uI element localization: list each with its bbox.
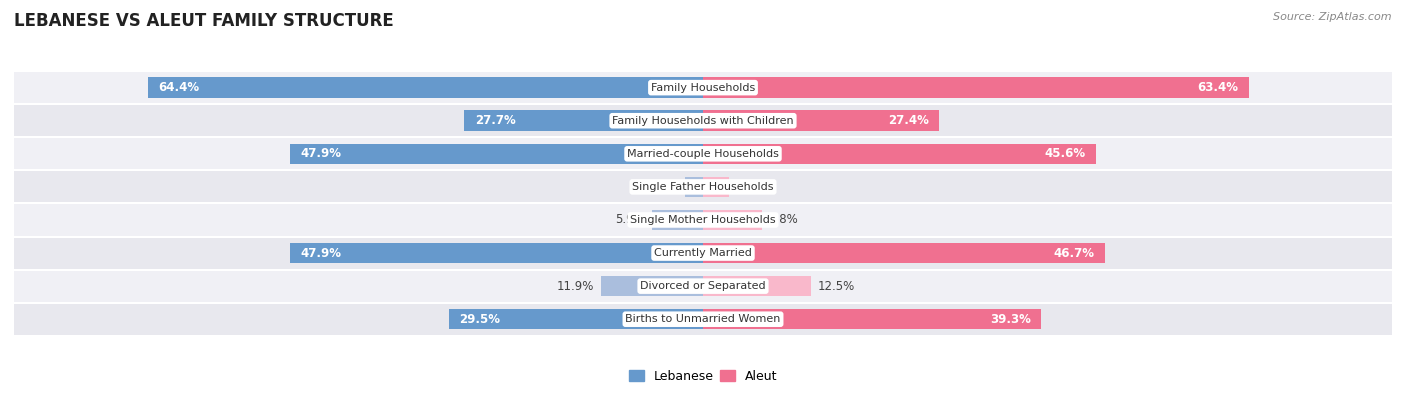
Bar — [685, 177, 703, 197]
Bar — [703, 243, 1105, 263]
Bar — [14, 269, 1392, 303]
Bar — [703, 77, 1249, 98]
Bar — [703, 276, 811, 296]
Bar — [14, 170, 1392, 203]
Text: 64.4%: 64.4% — [159, 81, 200, 94]
Text: Births to Unmarried Women: Births to Unmarried Women — [626, 314, 780, 324]
Bar — [14, 203, 1392, 237]
Text: Family Households with Children: Family Households with Children — [612, 116, 794, 126]
Text: 47.9%: 47.9% — [301, 147, 342, 160]
Bar — [14, 137, 1392, 170]
Text: 6.8%: 6.8% — [769, 213, 799, 226]
Legend: Lebanese, Aleut: Lebanese, Aleut — [624, 365, 782, 388]
Bar — [291, 243, 703, 263]
Text: 29.5%: 29.5% — [460, 313, 501, 326]
Text: Married-couple Households: Married-couple Households — [627, 149, 779, 159]
Bar — [14, 303, 1392, 336]
Bar — [703, 177, 728, 197]
Bar — [14, 71, 1392, 104]
Bar — [652, 210, 703, 230]
Text: 11.9%: 11.9% — [557, 280, 593, 293]
Bar — [149, 77, 703, 98]
Text: 27.4%: 27.4% — [887, 114, 928, 127]
Text: Single Father Households: Single Father Households — [633, 182, 773, 192]
Text: 63.4%: 63.4% — [1198, 81, 1239, 94]
Text: 12.5%: 12.5% — [817, 280, 855, 293]
Text: 45.6%: 45.6% — [1045, 147, 1085, 160]
Text: Source: ZipAtlas.com: Source: ZipAtlas.com — [1274, 12, 1392, 22]
Bar — [703, 210, 762, 230]
Text: 3.0%: 3.0% — [735, 181, 765, 194]
Bar — [291, 143, 703, 164]
Text: LEBANESE VS ALEUT FAMILY STRUCTURE: LEBANESE VS ALEUT FAMILY STRUCTURE — [14, 12, 394, 30]
Text: Family Households: Family Households — [651, 83, 755, 93]
Bar — [703, 111, 939, 131]
Text: 5.9%: 5.9% — [616, 213, 645, 226]
Text: 2.1%: 2.1% — [648, 181, 678, 194]
Text: 47.9%: 47.9% — [301, 246, 342, 260]
Text: 46.7%: 46.7% — [1054, 246, 1095, 260]
Bar — [703, 309, 1042, 329]
Bar — [14, 237, 1392, 269]
Text: Currently Married: Currently Married — [654, 248, 752, 258]
Text: Single Mother Households: Single Mother Households — [630, 215, 776, 225]
Bar — [449, 309, 703, 329]
Text: Divorced or Separated: Divorced or Separated — [640, 281, 766, 291]
Bar — [600, 276, 703, 296]
Bar — [703, 143, 1095, 164]
Bar — [14, 104, 1392, 137]
Text: 27.7%: 27.7% — [475, 114, 516, 127]
Text: 39.3%: 39.3% — [990, 313, 1031, 326]
Bar — [464, 111, 703, 131]
